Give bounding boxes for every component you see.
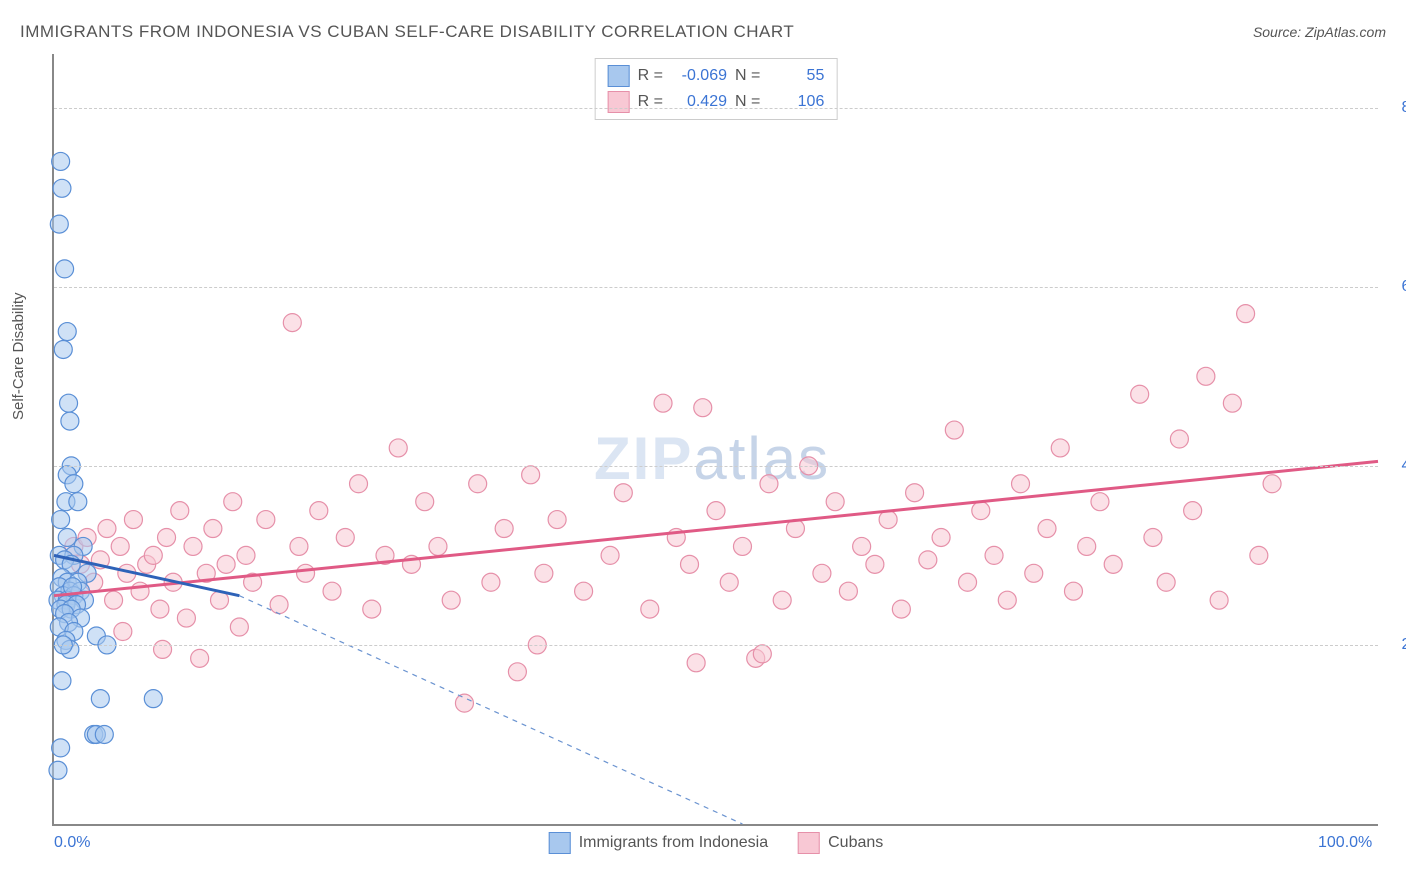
r-value-series1: -0.069 xyxy=(671,67,727,85)
source-attribution: Source: ZipAtlas.com xyxy=(1253,24,1386,40)
r-label: R = xyxy=(638,67,663,85)
gridline xyxy=(54,287,1378,288)
legend-label-series2: Cubans xyxy=(828,834,883,852)
legend-swatch-series2 xyxy=(798,832,820,854)
swatch-series2 xyxy=(608,91,630,113)
y-axis-label: Self-Care Disability xyxy=(10,292,27,420)
gridline xyxy=(54,645,1378,646)
chart-plot-area: ZIPatlas R = -0.069 N = 55 R = 0.429 N =… xyxy=(52,54,1378,826)
chart-title: IMMIGRANTS FROM INDONESIA VS CUBAN SELF-… xyxy=(20,22,794,42)
gridline xyxy=(54,108,1378,109)
n-value-series1: 55 xyxy=(768,67,824,85)
legend-item-series2: Cubans xyxy=(798,832,883,854)
stats-legend-box: R = -0.069 N = 55 R = 0.429 N = 106 xyxy=(595,58,838,120)
y-tick-label: 6.0% xyxy=(1388,278,1406,296)
legend-swatch-series1 xyxy=(549,832,571,854)
x-tick-label: 100.0% xyxy=(1318,834,1372,852)
legend-item-series1: Immigrants from Indonesia xyxy=(549,832,768,854)
stats-row-series1: R = -0.069 N = 55 xyxy=(608,63,825,89)
bottom-legend: Immigrants from Indonesia Cubans xyxy=(549,832,884,854)
y-tick-label: 8.0% xyxy=(1388,99,1406,117)
swatch-series1 xyxy=(608,65,630,87)
gridline xyxy=(54,466,1378,467)
x-tick-label: 0.0% xyxy=(54,834,90,852)
scatter-svg xyxy=(54,54,1378,824)
legend-label-series1: Immigrants from Indonesia xyxy=(579,834,768,852)
y-tick-label: 4.0% xyxy=(1388,457,1406,475)
y-tick-label: 2.0% xyxy=(1388,636,1406,654)
stats-row-series2: R = 0.429 N = 106 xyxy=(608,89,825,115)
n-label: N = xyxy=(735,67,760,85)
